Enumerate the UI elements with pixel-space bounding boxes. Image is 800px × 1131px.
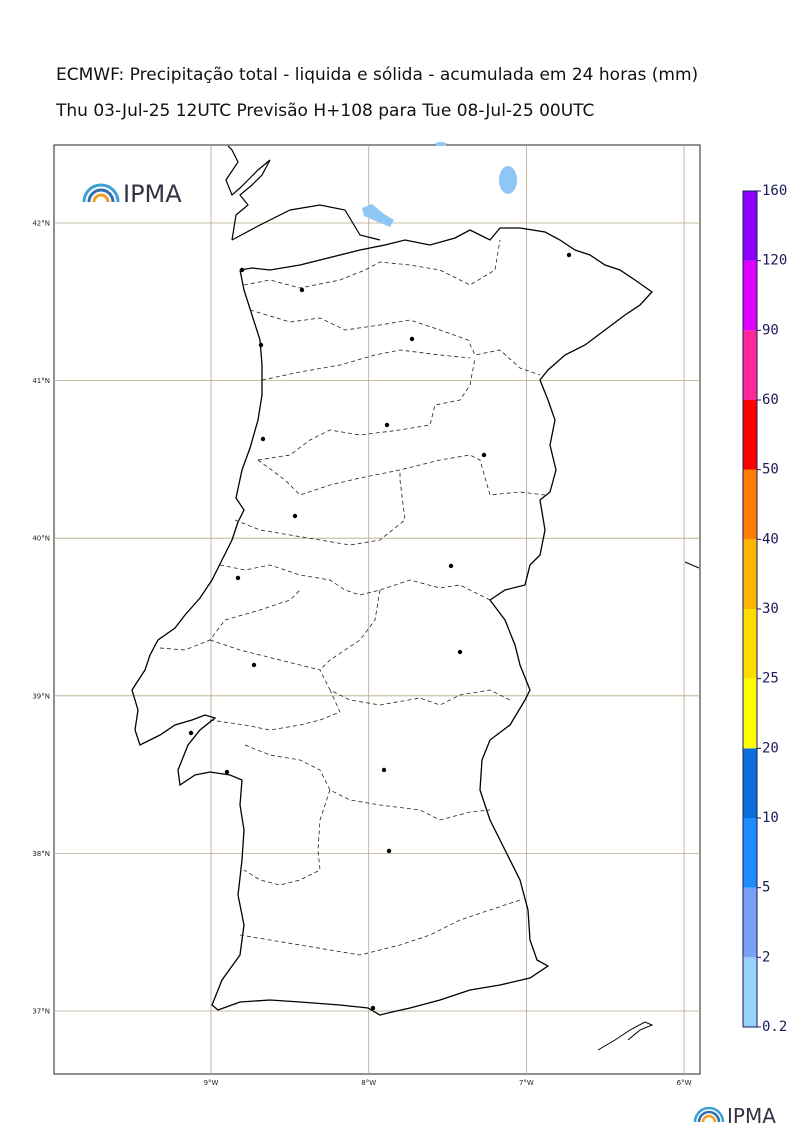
- colorbar-label: 2: [762, 949, 770, 965]
- colorbar-label: 10: [762, 810, 779, 826]
- district-borders: [159, 239, 546, 956]
- lake: [499, 166, 517, 194]
- coastline: [597, 1021, 654, 1051]
- colorbar-label: 0.2: [762, 1019, 787, 1035]
- colorbar-label: 60: [762, 392, 779, 408]
- lon-label: 9°W: [204, 1079, 219, 1087]
- colorbar-segment: [743, 818, 757, 888]
- colorbar-label: 25: [762, 671, 779, 687]
- colorbar-label: 30: [762, 601, 779, 617]
- lon-label: 8°W: [361, 1079, 376, 1087]
- coastline: [684, 561, 700, 569]
- colorbar-segment: [743, 400, 757, 470]
- colorbar-label: 50: [762, 462, 779, 478]
- colorbar-segment: [743, 539, 757, 609]
- colorbar-label: 40: [762, 531, 779, 547]
- colorbar-label: 90: [762, 322, 779, 338]
- colorbar-segment: [743, 260, 757, 331]
- cities: [188, 252, 572, 1011]
- lat-label: 37°N: [32, 1008, 50, 1016]
- lake: [362, 204, 394, 227]
- colorbar-segment: [743, 678, 757, 749]
- lat-label: 39°N: [32, 692, 50, 700]
- lon-label: 7°W: [519, 1079, 534, 1087]
- border: [231, 204, 381, 241]
- title: ECMWF: Precipitação total - liquida e só…: [56, 65, 698, 85]
- logo-text: IPMA: [727, 1104, 776, 1128]
- colorbar-segment: [743, 887, 757, 958]
- logo: IPMA: [693, 1104, 776, 1128]
- map-frame: [53, 144, 701, 1075]
- lat-label: 38°N: [32, 850, 50, 858]
- colorbar-segment: [743, 609, 757, 679]
- lake: [435, 142, 447, 146]
- colorbar-label: 120: [762, 253, 787, 269]
- colorbar-segment: [743, 469, 757, 540]
- lat-label: 41°N: [32, 377, 50, 385]
- logo: IPMA: [82, 180, 182, 208]
- colorbar-segment: [743, 748, 757, 818]
- colorbar-label: 20: [762, 740, 779, 756]
- lat-label: 40°N: [32, 535, 50, 543]
- colorbar-label: 5: [762, 880, 770, 896]
- lat-label: 42°N: [32, 220, 50, 228]
- logo-text: IPMA: [123, 180, 182, 208]
- colorbar-label: 160: [762, 183, 787, 199]
- coastline: [131, 227, 653, 1016]
- lon-label: 6°W: [677, 1079, 692, 1087]
- colorbar-segment: [743, 191, 757, 261]
- map: 42°N 41°N 40°N 39°N 38°N 37°N 9°W 8°W 7°W 6°W: [32, 142, 701, 1087]
- subtitle: Thu 03-Jul-25 12UTC Previsão H+108 para …: [55, 101, 594, 121]
- coastline: [225, 145, 271, 241]
- graticule: [54, 145, 700, 1074]
- colorbar-segment: [743, 330, 757, 400]
- colorbar-segment: [743, 957, 757, 1027]
